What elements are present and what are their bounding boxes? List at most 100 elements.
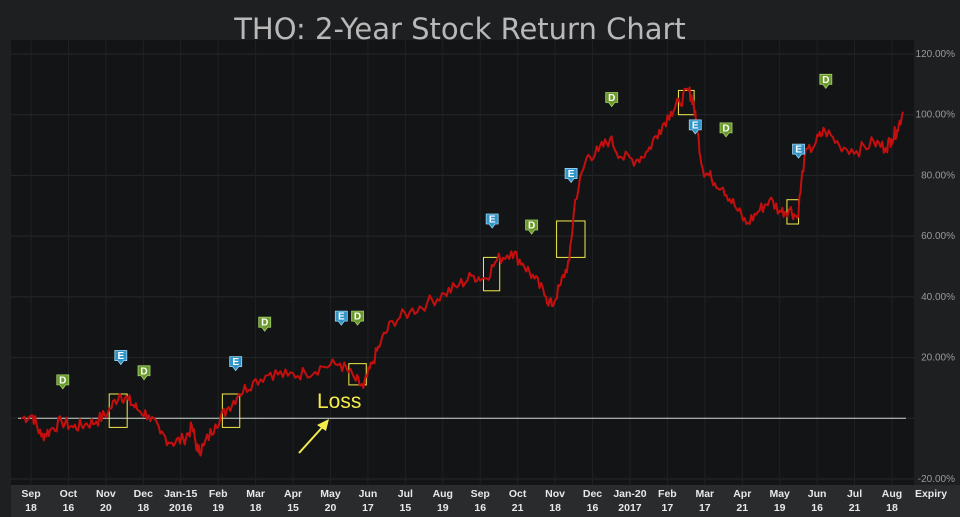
x-tick-label-month: Mar — [246, 488, 265, 500]
marker-letter: E — [117, 351, 124, 362]
dividend-marker[interactable]: D — [719, 122, 733, 138]
loss-annotation: Loss — [298, 390, 361, 454]
dividend-marker-badge — [258, 316, 272, 332]
highlight-box — [556, 220, 586, 258]
marker-letter: D — [722, 123, 729, 134]
y-tick-label: 80.00% — [921, 170, 955, 181]
marker-letter: D — [608, 93, 615, 104]
x-tick-label-day: 18 — [886, 502, 898, 514]
earnings-marker-badge — [334, 310, 348, 326]
x-tick-label-day: 15 — [400, 502, 412, 514]
y-tick-label: 100.00% — [916, 110, 956, 121]
marker-letter: D — [354, 312, 361, 323]
marker-letter: D — [140, 366, 147, 377]
plot-area — [11, 40, 914, 485]
x-tick-label-day: 2017 — [618, 502, 642, 514]
marker-letter: E — [568, 169, 575, 180]
dividend-marker[interactable]: D — [351, 310, 364, 326]
marker-letter: D — [59, 375, 66, 386]
dividend-marker[interactable]: D — [525, 219, 539, 235]
x-tick-label-day: 17 — [662, 502, 674, 514]
highlight-box — [348, 363, 367, 386]
x-tick-label-day: 18 — [549, 502, 561, 514]
marker-letter: E — [795, 145, 802, 156]
chart-title: THO: 2-Year Stock Return Chart — [233, 12, 686, 46]
x-tick-label-month: Sep — [21, 488, 40, 500]
grid-lines — [11, 40, 914, 485]
x-tick-label-day: 16 — [474, 502, 486, 514]
earnings-marker[interactable]: E — [792, 143, 805, 159]
x-tick-label-day: 20 — [325, 502, 337, 514]
x-tick-label-month: Sep — [471, 488, 490, 500]
x-tick-label-day: 2016 — [169, 502, 193, 514]
x-tick-label-day: 19 — [212, 502, 224, 514]
x-tick-label-day: 21 — [849, 502, 861, 514]
x-tick-label-month: Feb — [658, 488, 677, 500]
marker-letter: D — [822, 75, 829, 86]
x-tick-label-day: 17 — [362, 502, 374, 514]
marker-letter: E — [692, 120, 699, 131]
y-tick-label: 60.00% — [921, 231, 955, 242]
x-tick-label-month: Nov — [96, 488, 116, 500]
y-tick-label: 120.00% — [916, 49, 956, 60]
dividend-marker-badge — [56, 374, 70, 390]
x-tick-label-day: 20 — [100, 502, 112, 514]
x-tick-label-day: 21 — [736, 502, 748, 514]
earnings-marker[interactable]: E — [114, 350, 128, 366]
earnings-marker[interactable]: E — [485, 213, 499, 229]
earnings-marker[interactable]: E — [564, 168, 578, 184]
x-tick-label-day: 19 — [437, 502, 449, 514]
x-tick-label-day: 16 — [587, 502, 599, 514]
dividend-marker-badge — [605, 92, 619, 108]
x-tick-label-month: Dec — [134, 488, 153, 500]
dividend-marker[interactable]: D — [56, 374, 70, 390]
x-tick-label-day: 17 — [699, 502, 711, 514]
x-tick-label-month: Mar — [695, 488, 714, 500]
loss-arrow-head — [317, 419, 329, 431]
x-tick-label-month: Jul — [398, 488, 413, 500]
x-tick-label-month: Nov — [545, 488, 565, 500]
dividend-marker[interactable]: D — [819, 73, 833, 89]
x-tick-label-month: Jan-15 — [164, 488, 197, 500]
x-tick-label-day: 18 — [25, 502, 37, 514]
earnings-marker-badge — [688, 119, 702, 135]
x-tick-label-month: Jan-20 — [613, 488, 646, 500]
earnings-marker-badge — [114, 350, 128, 366]
dividend-marker-badge — [525, 219, 539, 235]
marker-letter: D — [528, 221, 535, 232]
earnings-marker[interactable]: E — [688, 119, 702, 135]
earnings-marker[interactable]: E — [229, 356, 243, 372]
return-line — [20, 86, 904, 457]
earnings-marker-badge — [485, 213, 499, 229]
dividend-marker-badge — [137, 365, 151, 381]
dividend-marker[interactable]: D — [258, 316, 272, 332]
y-tick-label: 40.00% — [921, 292, 955, 303]
x-tick-label-month: Jun — [359, 488, 378, 500]
x-tick-label-month: Oct — [509, 488, 527, 500]
earnings-marker-badge — [792, 143, 805, 159]
highlight-box — [482, 256, 501, 292]
x-tick-label-month: Oct — [60, 488, 78, 500]
x-tick-label-month: Jul — [847, 488, 862, 500]
series-lines — [20, 86, 904, 457]
x-tick-label-day: 18 — [250, 502, 262, 514]
earnings-marker[interactable]: E — [334, 310, 348, 326]
dividend-marker[interactable]: D — [605, 92, 619, 108]
x-tick-label-month: Apr — [733, 488, 751, 500]
x-tick-label-month: May — [769, 488, 790, 500]
marker-letter: E — [232, 357, 239, 368]
marker-letter: E — [338, 312, 345, 323]
dividend-marker[interactable]: D — [137, 365, 151, 381]
x-tick-label-day: 16 — [63, 502, 75, 514]
earnings-marker-badge — [229, 356, 243, 372]
marker-letter: E — [489, 214, 496, 225]
y-tick-label: 20.00% — [921, 353, 955, 364]
x-tick-label-month: Apr — [284, 488, 302, 500]
x-tick-label-month: Dec — [583, 488, 602, 500]
x-axis-band — [11, 485, 960, 517]
marker-letter: D — [261, 318, 268, 329]
x-tick-label-month: Feb — [209, 488, 228, 500]
